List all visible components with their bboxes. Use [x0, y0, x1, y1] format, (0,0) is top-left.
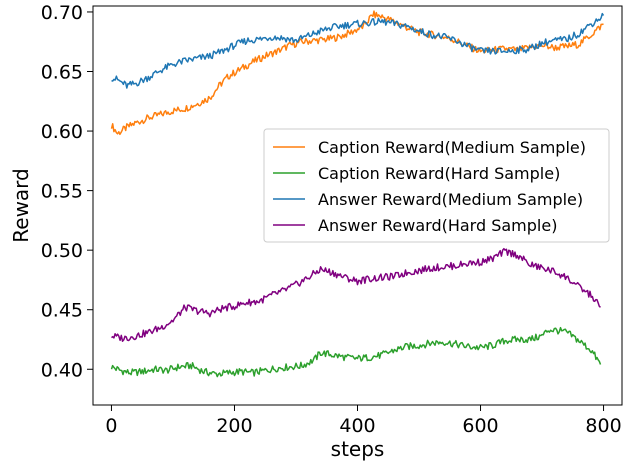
- y-tick-label: 0.50: [41, 240, 83, 262]
- legend-label: Caption Reward(Hard Sample): [318, 164, 560, 183]
- series-line-1: [110, 326, 602, 378]
- y-axis: 0.40 0.45 0.50 0.55 0.60 0.65 0.70: [41, 2, 93, 381]
- y-tick-label: 0.45: [41, 300, 83, 322]
- x-tick-label: 200: [216, 415, 252, 437]
- x-axis-label: steps: [331, 437, 385, 461]
- series-line-0: [110, 10, 604, 136]
- x-axis: 0 200 400 600 800: [105, 405, 622, 437]
- y-tick-label: 0.60: [41, 121, 83, 143]
- x-tick-label: 400: [339, 415, 375, 437]
- y-tick-label: 0.40: [41, 359, 83, 381]
- legend-label: Answer Reward(Hard Sample): [318, 216, 557, 235]
- x-tick-label: 0: [105, 415, 117, 437]
- series-lines: [110, 10, 605, 378]
- y-tick-label: 0.70: [41, 2, 83, 24]
- y-tick-label: 0.65: [41, 62, 83, 84]
- legend-box: [263, 128, 610, 243]
- x-tick-label: 600: [462, 415, 498, 437]
- series-line-2: [111, 12, 605, 89]
- legend: Caption Reward(Medium Sample) Caption Rew…: [263, 128, 610, 243]
- series-line-3: [111, 247, 601, 342]
- legend-label: Answer Reward(Medium Sample): [318, 190, 583, 209]
- y-tick-label: 0.55: [41, 181, 83, 203]
- y-axis-label: Reward: [9, 168, 33, 242]
- legend-label: Caption Reward(Medium Sample): [318, 138, 586, 157]
- x-tick-label: 800: [585, 415, 621, 437]
